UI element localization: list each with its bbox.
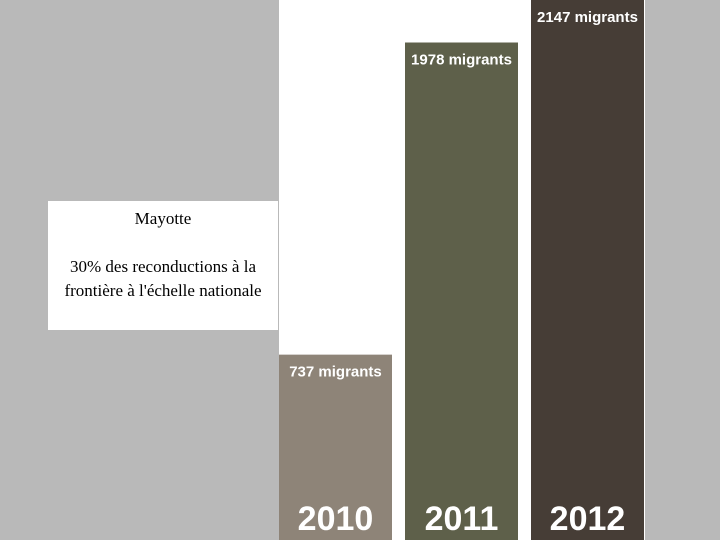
bar	[279, 354, 392, 540]
value-label: 1978 migrants	[411, 52, 512, 69]
annotation-text: 30% des reconductions à la frontière à l…	[64, 257, 262, 300]
bar	[531, 0, 644, 540]
category-label: 2010	[298, 500, 374, 538]
value-label: 737 migrants	[289, 364, 382, 381]
category-label: 2011	[425, 500, 499, 538]
annotation-box: Mayotte 30% des reconductions à la front…	[48, 201, 278, 330]
annotation-title: Mayotte	[134, 209, 192, 228]
category-label: 2012	[550, 500, 626, 538]
value-label: 2147 migrants	[537, 9, 638, 26]
bar	[405, 42, 518, 540]
